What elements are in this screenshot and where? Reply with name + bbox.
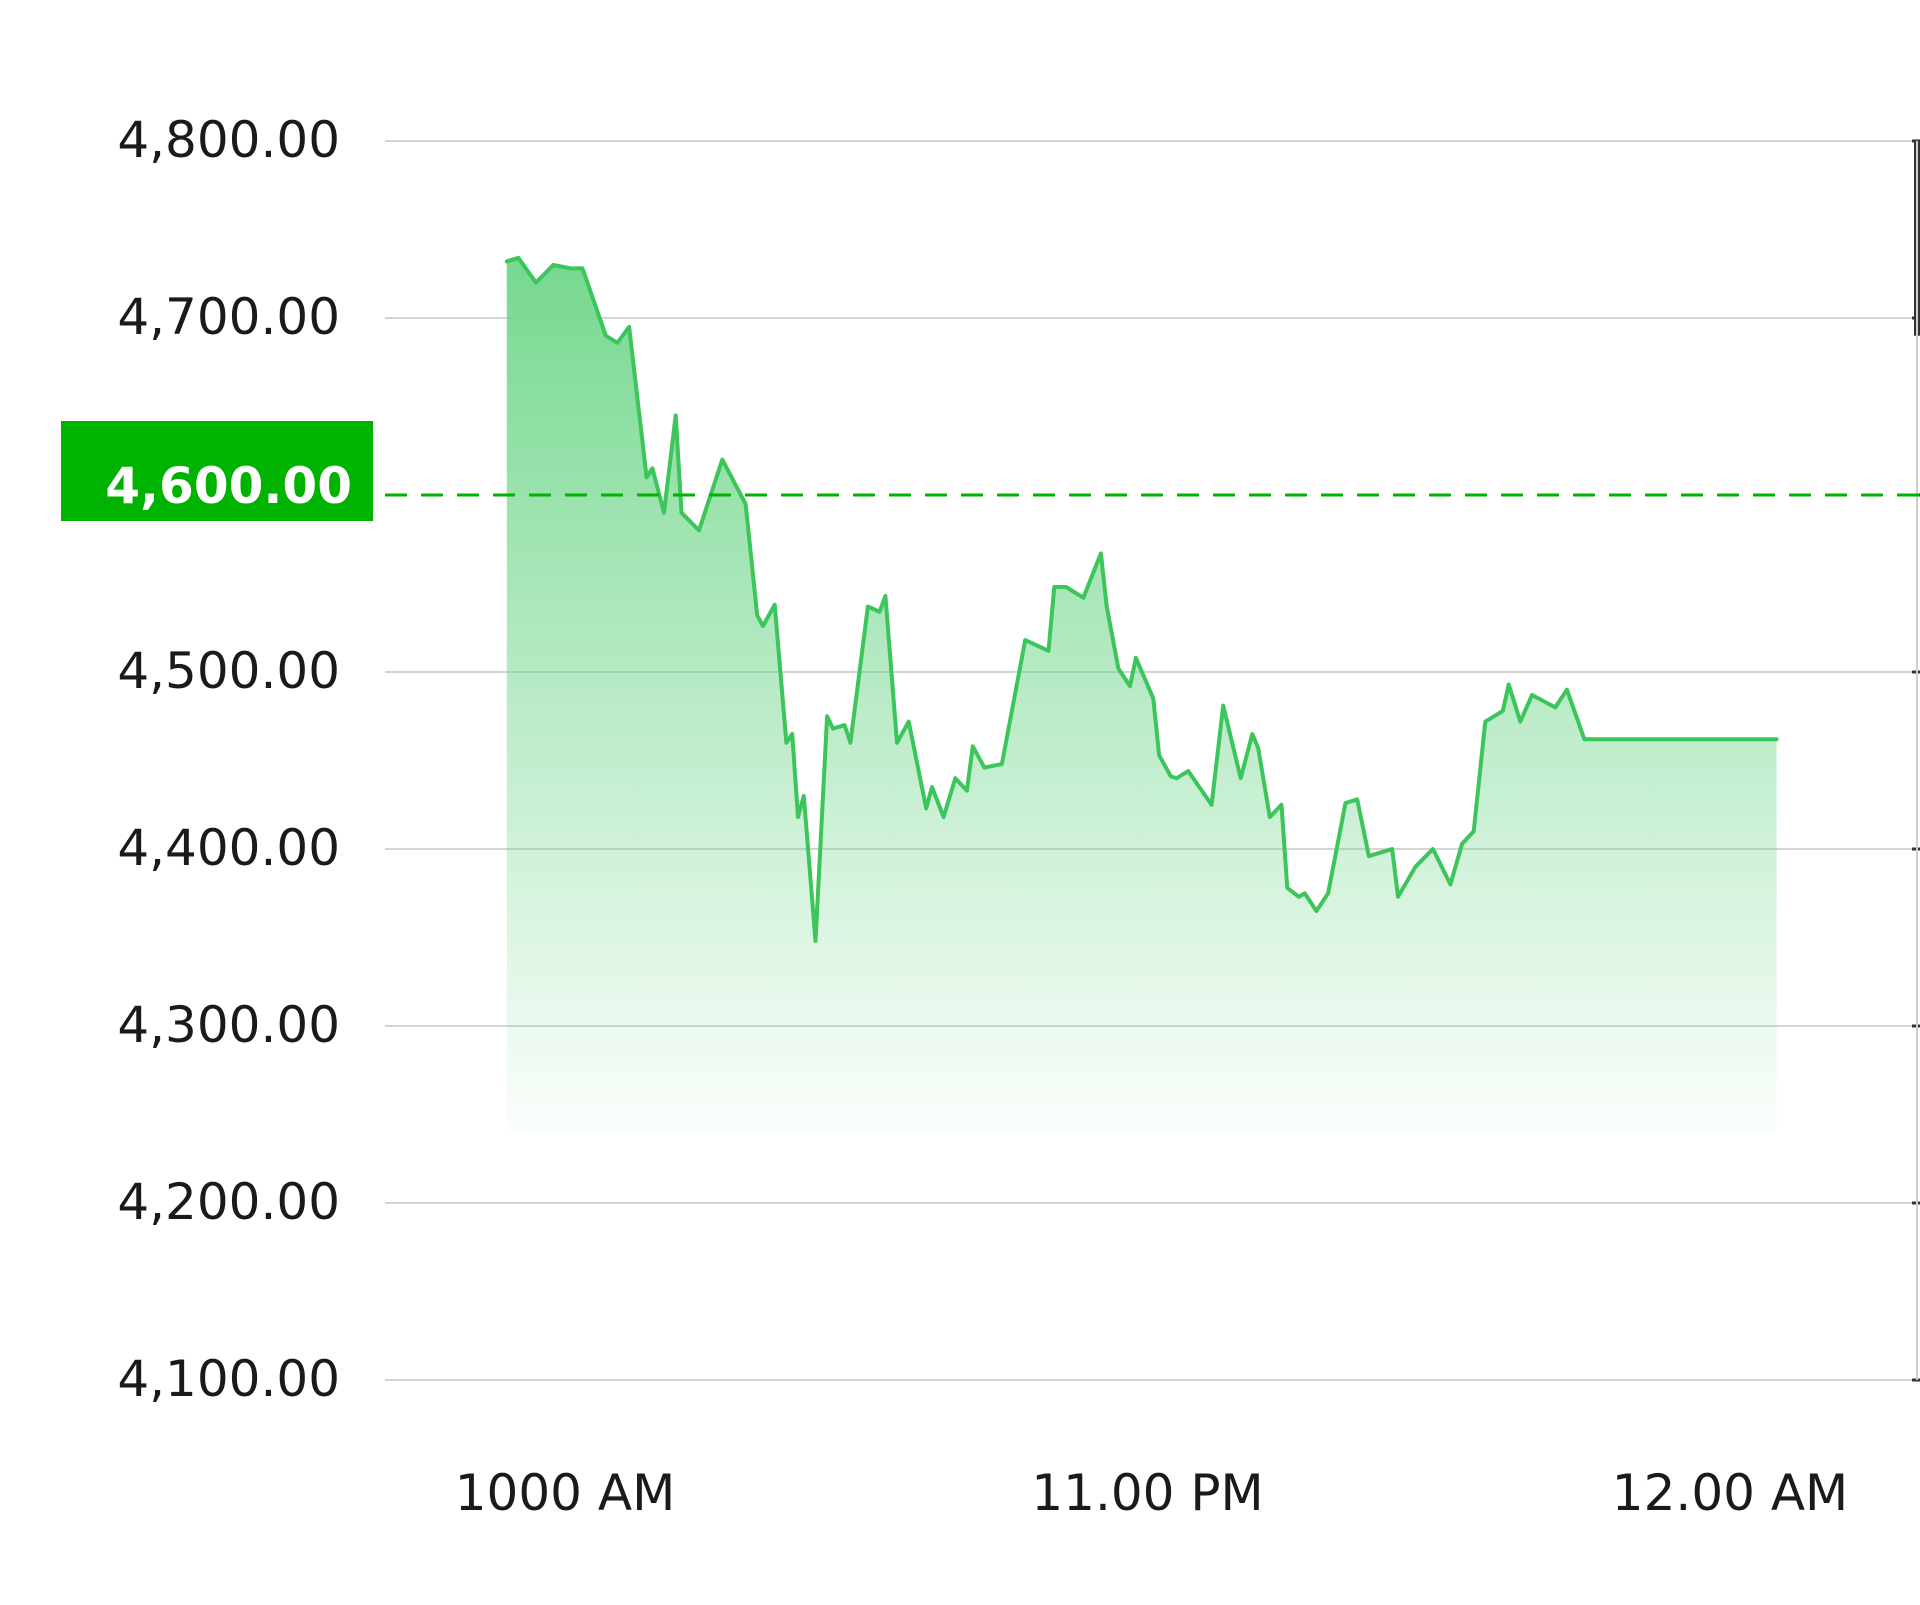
series-line (504, 255, 1779, 943)
y-tick-label: 4,100.00 (117, 1350, 340, 1408)
reference-label-box (61, 421, 373, 521)
y-tick-label: 4,400.00 (117, 819, 340, 877)
y-axis-ticks: 4,800.00 4,700.00 4,500.00 4,400.00 4,300.00… (117, 111, 340, 1408)
y-tick-label: 4,800.00 (117, 111, 340, 169)
y-tick-label: 4,700.00 (117, 288, 340, 346)
x-tick-label: 12.00 AM (1612, 1464, 1848, 1522)
y-tick-label: 4,300.00 (117, 996, 340, 1054)
right-axis (1912, 139, 1920, 1382)
x-tick-label: 11.00 PM (1031, 1464, 1263, 1522)
x-tick-label: 1000 AM (455, 1464, 675, 1522)
reference-label: 4,600.00 (105, 457, 352, 515)
y-tick-label: 4,200.00 (117, 1173, 340, 1231)
area-fill (506, 257, 1777, 1133)
x-axis-ticks: 1000 AM 11.00 PM 12.00 AM (455, 1464, 1848, 1522)
reference-line-group: 4,600.00 (61, 421, 1920, 521)
y-tick-label: 4,500.00 (117, 642, 340, 700)
price-area (504, 255, 1779, 1133)
